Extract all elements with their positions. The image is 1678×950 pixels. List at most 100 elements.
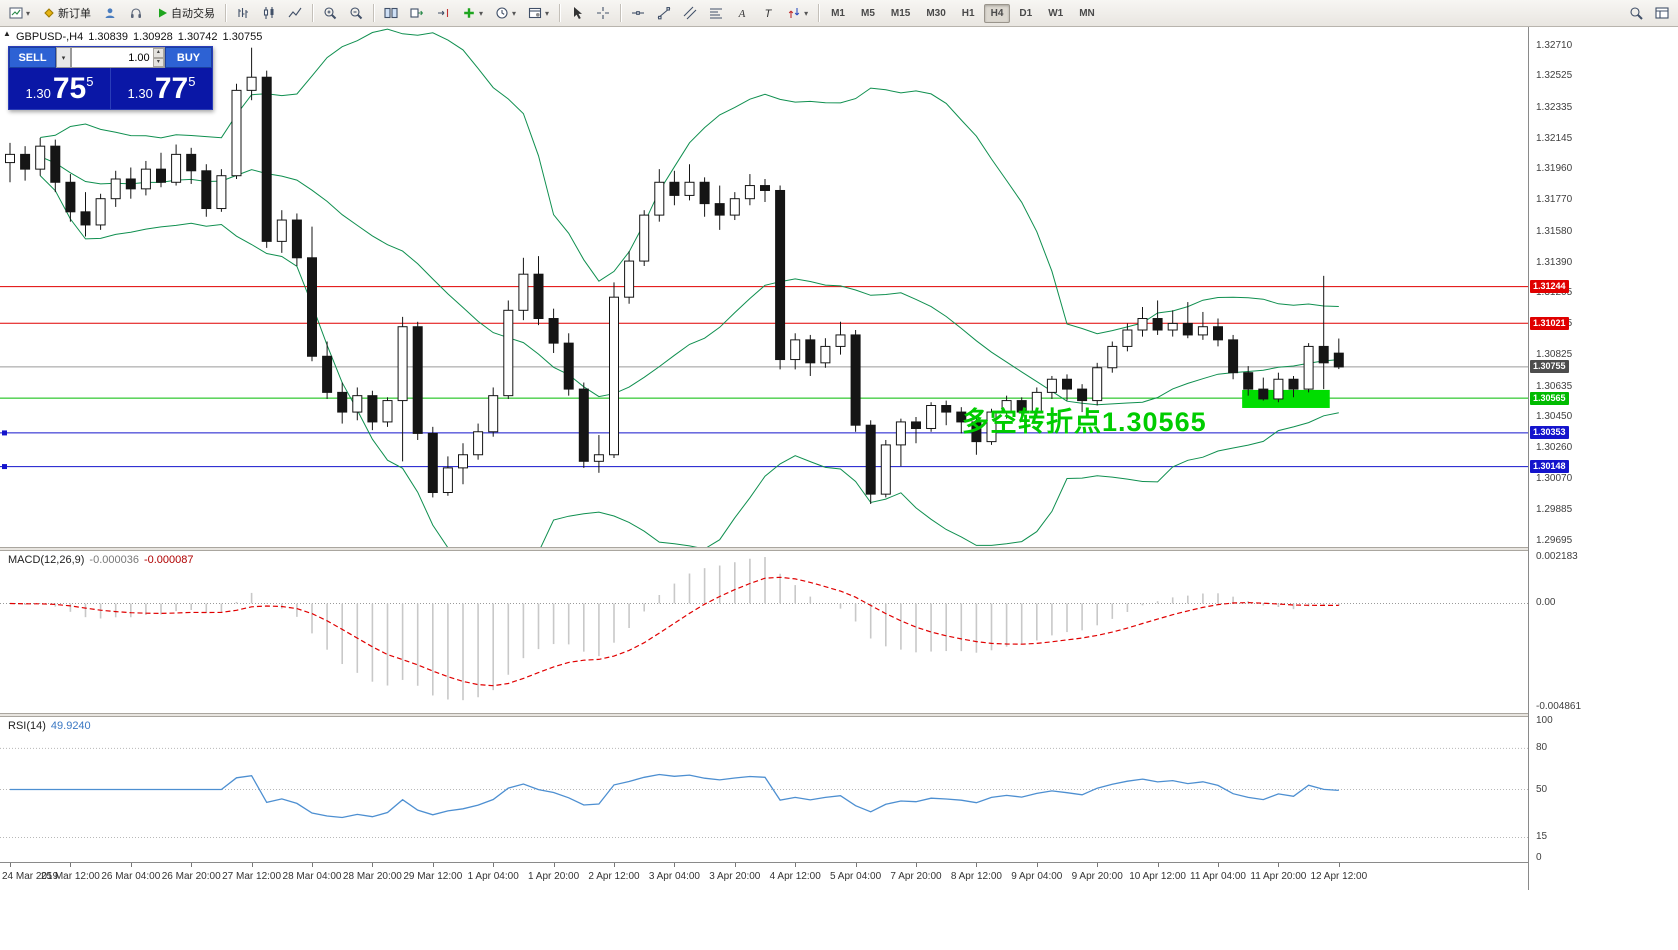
rsi-name: RSI(14) xyxy=(8,720,46,732)
zoom-out-button[interactable] xyxy=(344,2,368,24)
chevron-down-icon: ▾ xyxy=(545,8,550,18)
rsi-value: 49.9240 xyxy=(50,720,91,732)
sell-price[interactable]: 1.30 75 5 xyxy=(9,68,111,109)
time-axis-label: 8 Apr 12:00 xyxy=(950,871,1002,882)
timeframe-m15-button[interactable]: M15 xyxy=(890,8,911,19)
text-tool-button[interactable]: A xyxy=(730,2,754,24)
arrows-tool-button[interactable]: ▾ xyxy=(782,2,813,24)
buy-price[interactable]: 1.30 77 5 xyxy=(111,68,212,109)
line-chart-button[interactable] xyxy=(283,2,307,24)
volume-preset-dropdown[interactable]: ▾ xyxy=(56,47,71,69)
indicators-plus-icon xyxy=(462,6,476,20)
pane-splitter[interactable] xyxy=(0,547,1678,551)
crosshair-button[interactable] xyxy=(591,2,615,24)
close-value: 1.30755 xyxy=(222,31,263,43)
trendline-button[interactable] xyxy=(652,2,676,24)
chart-annotation-text: 多空转折点1.30565 xyxy=(962,407,1207,437)
channel-button[interactable] xyxy=(678,2,702,24)
volume-decrease-button[interactable]: ▾ xyxy=(152,57,164,68)
horizontal-line-icon xyxy=(631,6,645,20)
buy-button[interactable]: BUY xyxy=(165,47,212,69)
auto-scroll-button[interactable] xyxy=(405,2,429,24)
macd-indicator-pane[interactable] xyxy=(0,551,1528,713)
pane-splitter[interactable] xyxy=(0,713,1678,717)
sell-price-pipette: 5 xyxy=(86,74,94,90)
chevron-down-icon: ▾ xyxy=(512,8,517,18)
play-icon xyxy=(155,6,169,20)
price-axis[interactable]: 1.32710 1.32525 1.32335 1.32145 1.31960 1.317… xyxy=(1528,27,1678,890)
tile-windows-button[interactable] xyxy=(379,2,403,24)
timeframe-w1-button[interactable]: W1 xyxy=(1048,8,1064,19)
bar-chart-button[interactable] xyxy=(231,2,255,24)
volume-increase-button[interactable]: ▴ xyxy=(152,48,164,58)
rsi-axis-tick: 15 xyxy=(1536,831,1548,843)
cursor-button[interactable] xyxy=(565,2,589,24)
rsi-axis-tick: 50 xyxy=(1536,783,1548,795)
buy-price-base: 1.30 xyxy=(127,85,153,101)
svg-text:A: A xyxy=(738,8,746,20)
price-line-tag: 1.30565 xyxy=(1530,391,1569,405)
timeframe-m5-button[interactable]: M5 xyxy=(860,8,875,19)
time-axis-label: 24 Mar 2019 xyxy=(2,871,59,882)
fibonacci-button[interactable] xyxy=(704,2,728,24)
bar-chart-icon xyxy=(236,6,250,20)
timeframe-m30-button[interactable]: M30 xyxy=(926,8,946,19)
timeframe-m1-button[interactable]: M1 xyxy=(831,8,845,19)
price-axis-tick: 1.30825 xyxy=(1536,349,1573,361)
rsi-indicator-pane[interactable] xyxy=(0,717,1528,862)
periods-button[interactable]: ▾ xyxy=(490,2,521,24)
price-axis-tick: 1.30070 xyxy=(1536,473,1573,485)
time-axis-tick xyxy=(1218,863,1219,867)
macd-label: MACD(12,26,9) -0.000036 -0.000087 xyxy=(8,554,194,566)
new-order-button[interactable]: 新订单 xyxy=(37,2,96,24)
volume-input[interactable] xyxy=(72,48,153,68)
time-axis-tick xyxy=(10,863,11,867)
chart-shift-button[interactable] xyxy=(431,2,455,24)
templates-button[interactable]: ▾ xyxy=(523,2,554,24)
indicators-button[interactable]: ▾ xyxy=(457,2,488,24)
chevron-down-icon: ▾ xyxy=(804,8,809,18)
price-line-tag: 1.30353 xyxy=(1530,426,1569,440)
macd-axis-tick: 0.00 xyxy=(1536,597,1556,609)
toolbar-separator xyxy=(818,4,820,22)
rsi-axis-tick: 80 xyxy=(1536,742,1548,754)
buy-price-pips: 77 xyxy=(154,71,189,105)
layout-button[interactable] xyxy=(1650,2,1674,24)
market-button[interactable] xyxy=(124,2,148,24)
time-axis-tick xyxy=(1036,863,1038,867)
macd-main-value: -0.000036 xyxy=(89,554,139,566)
time-axis[interactable]: 24 Mar 2019 25 Mar 12:00 26 Mar 04:00 26 Ma… xyxy=(0,862,1528,890)
candlestick-chart-button[interactable] xyxy=(257,2,281,24)
price-chart[interactable] xyxy=(0,27,1528,579)
time-axis-label: 26 Mar 04:00 xyxy=(101,871,161,882)
time-axis-label: 7 Apr 20:00 xyxy=(890,871,942,882)
sell-price-base: 1.30 xyxy=(25,85,51,101)
high-value: 1.30928 xyxy=(133,31,173,43)
timeframe-mn-button[interactable]: MN xyxy=(1079,8,1095,19)
trade-panel-prices: 1.30 75 5 1.30 77 5 xyxy=(9,68,212,109)
time-axis-tick xyxy=(734,863,736,867)
time-axis-label: 9 Apr 04:00 xyxy=(1011,871,1063,882)
price-axis-tick: 1.29695 xyxy=(1536,534,1573,546)
label-tool-button[interactable]: T xyxy=(756,2,780,24)
autotrading-button[interactable]: 自动交易 xyxy=(150,2,220,24)
profiles-button[interactable] xyxy=(98,2,122,24)
time-axis-tick xyxy=(191,863,193,867)
chart-expand-arrow[interactable]: ▲ xyxy=(3,29,11,38)
new-chart-button[interactable]: ▾ xyxy=(4,2,35,24)
timeframe-h4-button[interactable]: H4 xyxy=(983,4,1011,23)
price-axis-tick: 1.30635 xyxy=(1536,380,1573,392)
sell-button[interactable]: SELL xyxy=(9,47,56,69)
timeframe-d1-button[interactable]: D1 xyxy=(1019,8,1033,19)
time-axis-label: 25 Mar 12:00 xyxy=(40,871,100,882)
timeframe-h1-button[interactable]: H1 xyxy=(961,8,975,19)
new-order-icon xyxy=(42,6,56,20)
horizontal-line-button[interactable] xyxy=(626,2,650,24)
time-axis-tick xyxy=(432,863,434,867)
price-axis-tick: 1.29885 xyxy=(1536,503,1573,515)
zoom-in-button[interactable] xyxy=(318,2,342,24)
search-button[interactable] xyxy=(1624,2,1648,24)
tile-windows-icon xyxy=(384,6,398,20)
